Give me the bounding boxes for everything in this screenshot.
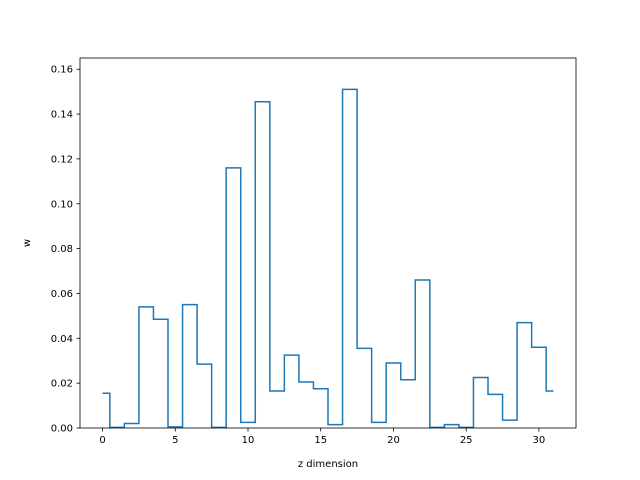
y-tick-label-4: 0.08: [51, 244, 73, 255]
x-tick-label-1: 5: [172, 435, 178, 446]
x-tick-label-2: 10: [242, 435, 255, 446]
y-tick-label-5: 0.10: [51, 199, 73, 210]
y-tick-label-2: 0.04: [51, 334, 73, 345]
ticks-layer: 0 5 10 15 20 25 30 0.00 0.02 0.04 0.06 0.08 0.10 0.12…: [51, 65, 546, 446]
x-tick-label-3: 15: [314, 435, 327, 446]
x-tick-label-6: 30: [533, 435, 546, 446]
y-axis-label: w: [22, 239, 33, 247]
y-tick-label-3: 0.06: [51, 289, 73, 300]
series-line-0: [102, 88, 554, 429]
y-tick-label-1: 0.02: [51, 379, 73, 390]
x-axis-label: z dimension: [298, 459, 358, 470]
series-layer: [102, 88, 554, 429]
plot-area: [80, 58, 576, 428]
x-tick-label-5: 25: [460, 435, 473, 446]
x-tick-label-0: 0: [99, 435, 105, 446]
x-tick-label-4: 20: [387, 435, 400, 446]
y-tick-label-0: 0.00: [51, 424, 73, 435]
y-tick-label-8: 0.16: [51, 65, 73, 76]
axes-frame: [79, 57, 577, 429]
y-tick-label-6: 0.12: [51, 154, 73, 165]
y-tick-label-7: 0.14: [51, 110, 73, 121]
